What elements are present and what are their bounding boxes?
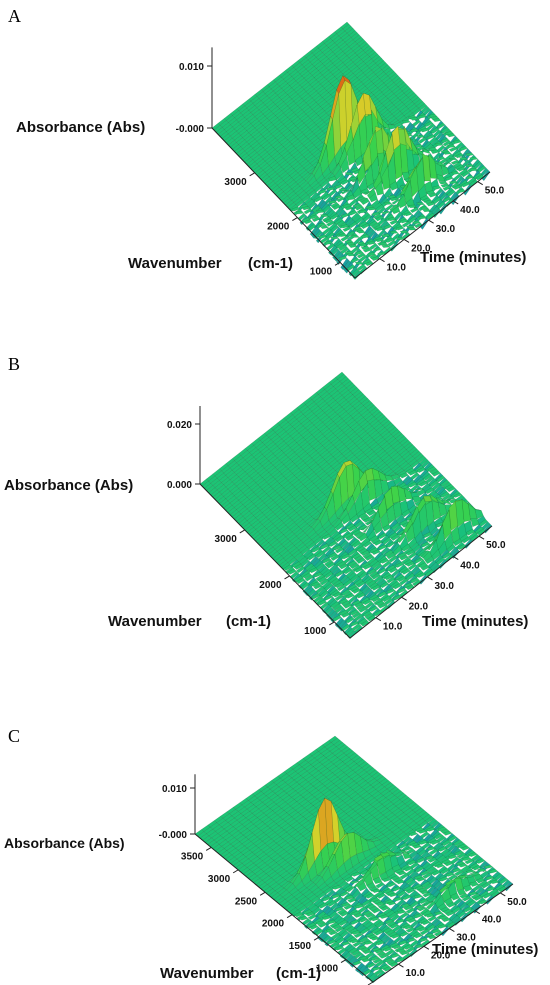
y-tick-label: 20.0 (409, 601, 429, 612)
y-tick-label: 30.0 (456, 933, 476, 944)
x-tick-mark (329, 621, 335, 626)
y-tick-label: 50.0 (485, 186, 505, 197)
axes: 0.020 0.000 3000 2000 1000 10.0 20.0 30.0 40.0 50… (167, 406, 506, 639)
z-axis-label: Absorbance (Abs) (4, 835, 125, 851)
x-tick-mark (232, 869, 239, 874)
y-tick-label: 40.0 (460, 561, 480, 572)
z-tick-label: 0.000 (167, 480, 192, 491)
x-axis-line (199, 483, 351, 639)
x-tick-label: 2000 (267, 222, 290, 233)
x-tick-label: 2500 (235, 896, 258, 907)
x-tick-label: 1000 (304, 626, 327, 637)
z-tick-label: 0.010 (179, 62, 204, 73)
y-tick-label: 40.0 (460, 205, 480, 216)
surface-facet (346, 253, 356, 257)
x-tick-mark (334, 261, 341, 266)
y-tick-label: 30.0 (436, 224, 456, 235)
x-tick-label: 3000 (215, 534, 238, 545)
y-tick-label: 10.0 (405, 968, 425, 979)
surface-chart-b: 0.020 0.000 3000 2000 1000 10.0 20.0 30.0 40.0 50… (4, 371, 528, 640)
y-tick-mark (379, 258, 385, 263)
surface-facet (442, 151, 452, 155)
y-axis-line (372, 883, 514, 983)
y-tick-mark (478, 535, 485, 540)
x-tick-mark (286, 914, 293, 919)
y-axis-line (349, 525, 493, 639)
z-tick-label: -0.000 (159, 830, 188, 841)
y-tick-label: 20.0 (431, 950, 451, 961)
x-axis-label: Wavenumber (160, 965, 254, 982)
x-tick-label: 2000 (262, 919, 285, 930)
y-tick-mark (401, 596, 407, 601)
x-tick-mark (284, 575, 290, 580)
y-tick-mark (427, 576, 433, 581)
y-tick-mark (474, 910, 481, 915)
x-tick-mark (340, 959, 347, 964)
y-tick-mark (403, 239, 410, 243)
x-tick-label: 3500 (181, 851, 204, 862)
surface-mesh (211, 21, 491, 280)
x-axis-line (211, 127, 356, 279)
x-tick-label: 1500 (289, 941, 312, 952)
y-tick-mark (477, 181, 483, 186)
y-axis-label: Time (minutes) (422, 613, 528, 630)
z-tick-label: 0.010 (162, 784, 187, 795)
y-tick-mark (500, 892, 506, 897)
x-tick-label: 1000 (310, 266, 333, 277)
surface-chart-c: 0.010-0.00035003000250020001500100050010… (4, 735, 538, 985)
y-tick-mark (449, 928, 455, 932)
panel-label: A (8, 6, 21, 26)
x-tick-label: 3000 (224, 177, 247, 188)
x-tick-label: 1000 (316, 964, 339, 975)
y-tick-mark (428, 219, 434, 224)
y-axis-label: Time (minutes) (420, 249, 526, 266)
x-tick-mark (239, 529, 246, 534)
x-axis-unit: (cm-1) (248, 255, 293, 272)
y-tick-label: 40.0 (482, 915, 502, 926)
z-tick-label: -0.000 (176, 124, 205, 135)
y-tick-label: 20.0 (411, 243, 431, 254)
y-tick-label: 10.0 (387, 263, 407, 274)
x-tick-label: 2000 (259, 580, 282, 591)
x-axis-label: Wavenumber (128, 255, 222, 272)
y-tick-mark (398, 963, 404, 968)
y-axis-line (354, 171, 491, 279)
y-tick-label: 30.0 (434, 581, 454, 592)
x-axis-label: Wavenumber (108, 613, 202, 630)
x-tick-mark (249, 172, 255, 177)
x-tick-mark (205, 847, 212, 851)
y-tick-mark (423, 945, 430, 950)
panel-b: B 0.020 0.000 3000 2000 1000 10.0 20.0 30.0 40.0… (0, 348, 550, 678)
x-axis-unit: (cm-1) (226, 613, 271, 630)
z-tick-label: 0.020 (167, 420, 192, 431)
y-tick-mark (375, 617, 382, 622)
y-tick-label: 50.0 (486, 540, 506, 551)
x-axis-unit: (cm-1) (276, 965, 321, 982)
x-tick-mark (313, 936, 320, 941)
axes: 0.010-0.00035003000250020001500100050010… (159, 774, 527, 985)
x-axis-line (194, 833, 374, 983)
x-tick-mark (292, 217, 298, 221)
axes: 0.010 -0.000 3000 2000 1000 10.0 20.0 30.0 40.0 5… (176, 47, 505, 279)
surface-chart-a: 0.010 -0.000 3000 2000 1000 10.0 20.0 30.0 40.0 5… (16, 21, 526, 280)
panel-a: A 0.010 -0.000 3000 2000 1000 10.0 20.0 30.0 40.… (0, 0, 550, 310)
z-axis-label: Absorbance (Abs) (4, 477, 133, 494)
surface-mesh (199, 371, 493, 640)
y-axis-label: Time (minutes) (432, 941, 538, 958)
surface-facet (356, 230, 366, 234)
panel-label: B (8, 354, 21, 374)
y-tick-mark (453, 556, 459, 560)
x-tick-label: 3000 (208, 874, 231, 885)
y-tick-label: 10.0 (383, 622, 403, 633)
panel-c: C 0.010-0.000350030002500200015001000500… (0, 722, 550, 985)
y-tick-label: 50.0 (507, 897, 527, 908)
panel-label: C (8, 726, 21, 746)
surface-mesh (194, 735, 514, 984)
z-axis-label: Absorbance (Abs) (16, 119, 145, 136)
x-tick-mark (259, 891, 266, 896)
y-tick-mark (452, 200, 459, 205)
